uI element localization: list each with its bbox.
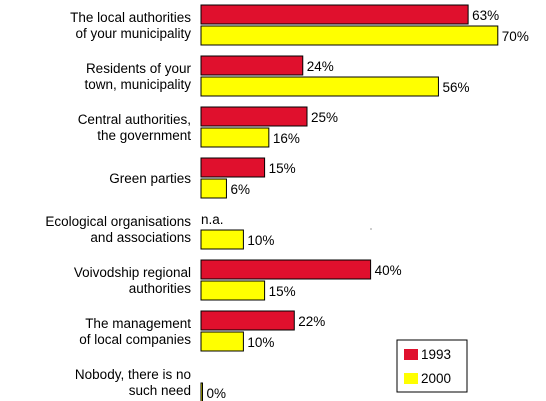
bar-2000: [200, 25, 499, 46]
bar-1993: [200, 259, 372, 280]
category-label-line: Nobody, there is no: [75, 367, 191, 382]
bar-1993: [200, 310, 295, 331]
value-label-1993: 25%: [311, 110, 338, 125]
legend-label-2000: 2000: [421, 371, 451, 386]
category-label-line: and associations: [90, 230, 191, 245]
legend-swatch-1993: [404, 349, 418, 360]
category-label-line: The management: [85, 316, 191, 331]
bar-2000: [200, 280, 266, 301]
value-label-1993: n.a.: [201, 212, 224, 227]
value-label-2000: 70%: [502, 29, 529, 44]
bar-1993: [200, 157, 266, 178]
bar-2000: [200, 76, 439, 97]
value-label-2000: 0%: [207, 386, 227, 401]
category-label: Green parties: [109, 171, 191, 186]
category-label: Nobody, there is no such need: [75, 367, 191, 398]
category-label-line: Central authorities,: [78, 112, 191, 127]
category-labels: The local authorities of your municipalit…: [45, 10, 191, 398]
category-label: Ecological organisations and associations: [45, 214, 191, 245]
value-label-1993: 63%: [472, 8, 499, 23]
bar-2000: [200, 127, 270, 148]
category-label: The management of local companies: [79, 316, 191, 347]
value-label-1993: 40%: [375, 263, 402, 278]
legend-label-1993: 1993: [421, 347, 451, 362]
stray-dot: [370, 228, 372, 230]
category-label-line: the government: [97, 128, 191, 143]
bar-2000: [200, 331, 244, 352]
category-label: Voivodship regional authorities: [74, 265, 191, 296]
bar-1993: [200, 4, 469, 25]
category-label-line: of local companies: [79, 332, 191, 347]
value-label-2000: 10%: [247, 233, 274, 248]
category-label-line: Voivodship regional: [74, 265, 191, 280]
legend-swatch-2000: [404, 373, 418, 384]
category-label-line: Ecological organisations: [45, 214, 191, 229]
category-label: The local authorities of your municipalit…: [70, 10, 191, 41]
bar-2000: [200, 229, 244, 250]
value-label-2000: 56%: [442, 80, 469, 95]
value-label-1993: 24%: [307, 59, 334, 74]
bar-1993: [200, 55, 304, 76]
value-label-1993: 22%: [298, 314, 325, 329]
value-label-1993: 15%: [269, 161, 296, 176]
category-label-line: The local authorities: [70, 10, 191, 25]
bar-1993: [200, 106, 308, 127]
value-label-2000: 16%: [273, 131, 300, 146]
category-label-line: authorities: [129, 281, 192, 296]
category-label-line: such need: [129, 383, 191, 398]
bar-2000: [200, 178, 227, 199]
value-label-2000: 15%: [269, 284, 296, 299]
category-label: Residents of your town, municipality: [84, 61, 191, 92]
legend: 1993 2000: [396, 339, 468, 393]
value-label-2000: 6%: [230, 182, 250, 197]
category-label-line: Residents of your: [86, 61, 192, 76]
value-labels: 63%70%24%56%25%16%15%6%n.a.10%40%15%22%1…: [201, 8, 529, 401]
category-label-line: town, municipality: [84, 77, 191, 92]
category-label-line: Green parties: [109, 171, 191, 186]
category-label: Central authorities, the government: [78, 112, 192, 143]
category-label-line: of your municipality: [75, 26, 191, 41]
value-label-2000: 10%: [247, 335, 274, 350]
bar-2000: [200, 382, 203, 401]
bars: [200, 4, 499, 401]
